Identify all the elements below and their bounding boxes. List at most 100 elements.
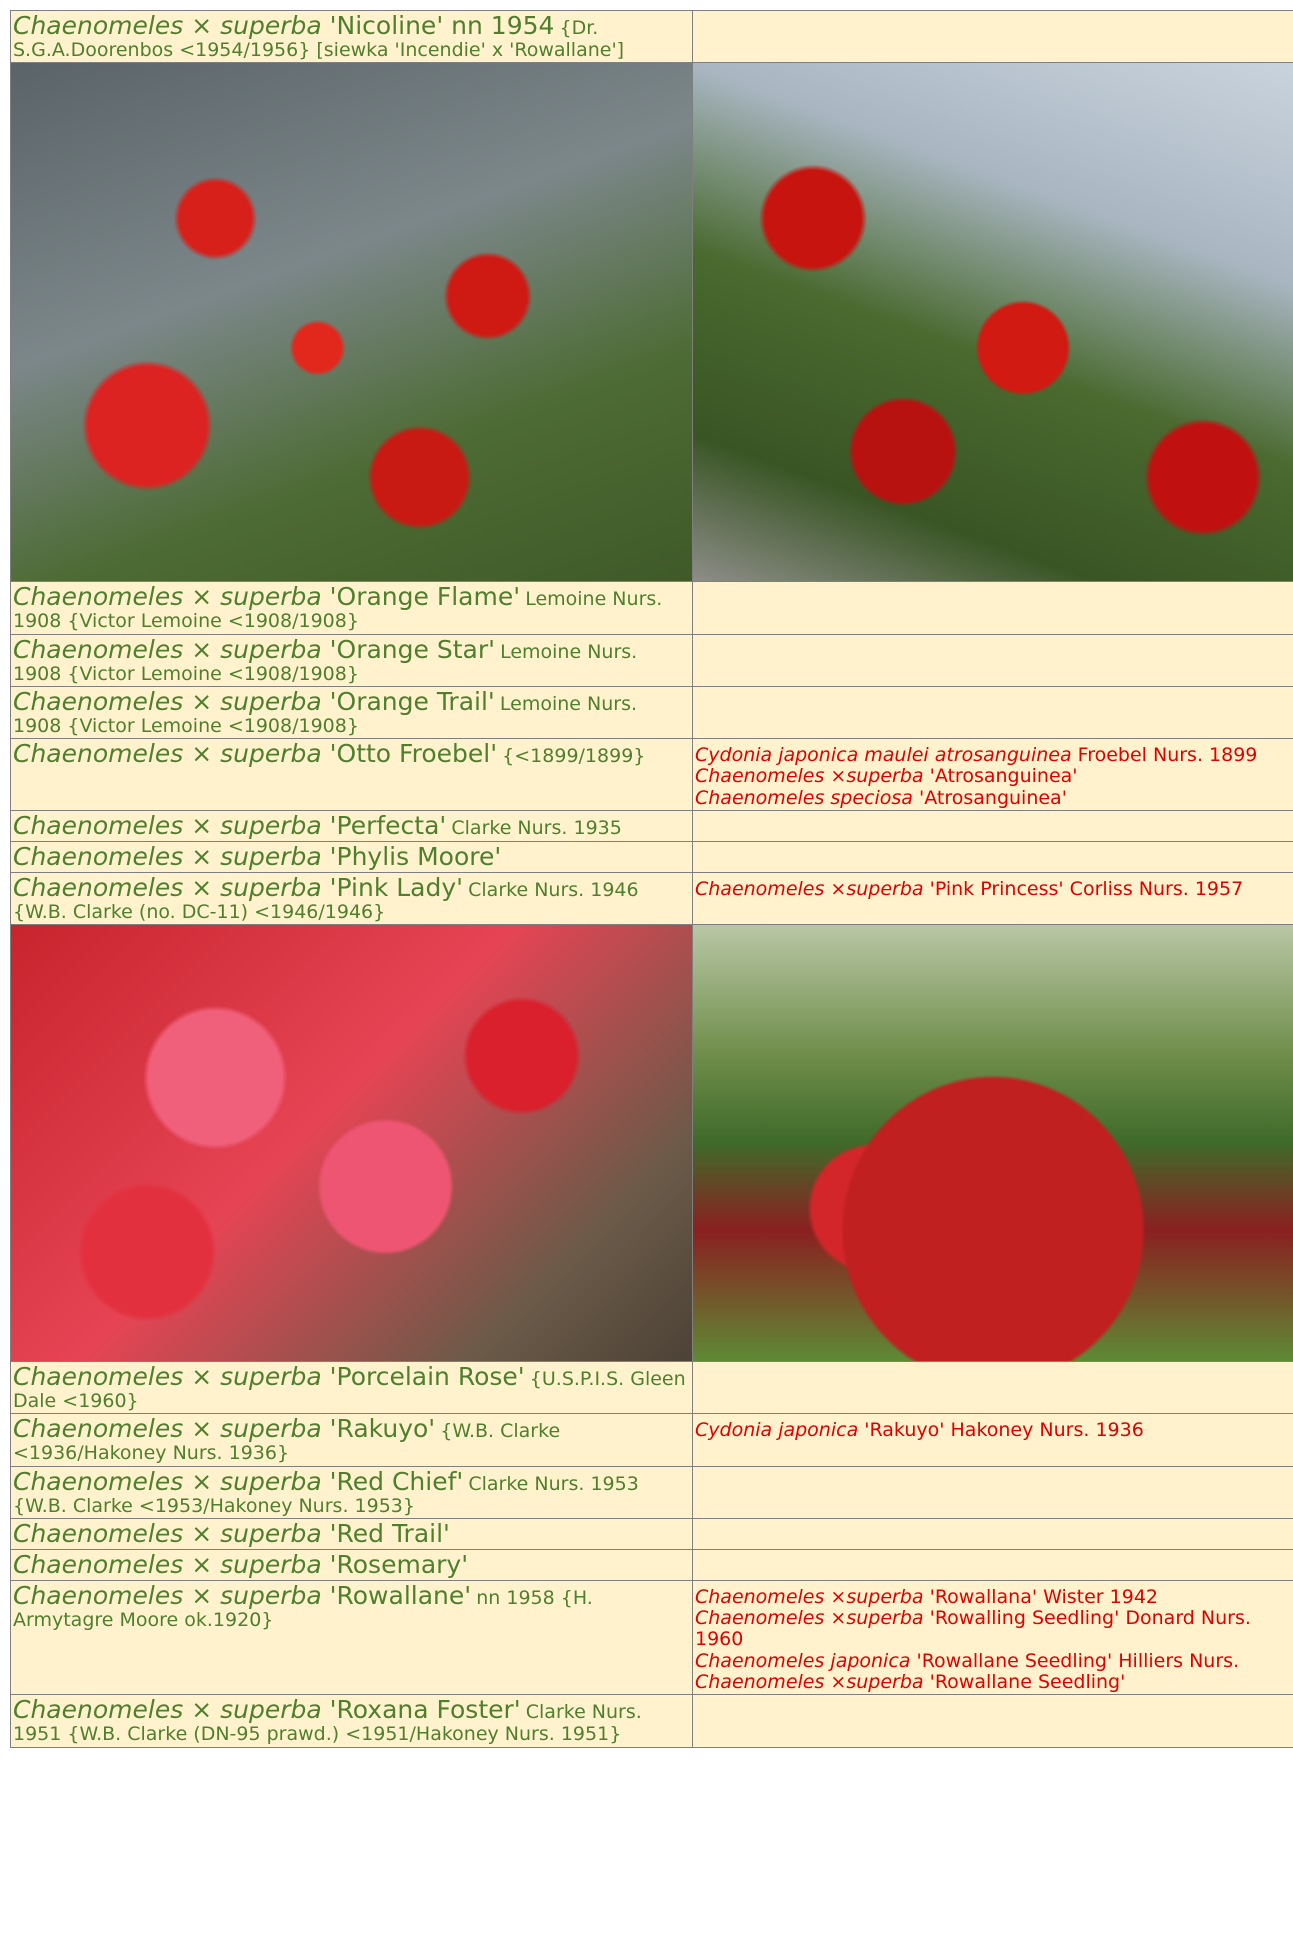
- synonym-taxon: Chaenomeles speciosa: [695, 786, 913, 809]
- synonym: Chaenomeles ×superba 'Pink Princess' Cor…: [695, 877, 1289, 900]
- species: superba: [220, 1549, 322, 1579]
- species: superba: [220, 841, 322, 871]
- origin: Lemoine Nurs. 1908 {Victor Lemoine <1908…: [13, 640, 638, 685]
- genus: Chaenomeles: [13, 1362, 184, 1392]
- cross: ×: [191, 634, 213, 664]
- name: Chaenomeles × superba 'Orange Flame': [13, 582, 520, 611]
- name: Chaenomeles × superba 'Orange Star': [13, 635, 495, 664]
- cross: ×: [191, 1362, 213, 1392]
- origin: {<1899/1899}: [502, 745, 646, 768]
- row: Chaenomeles × superba 'Roxana Foster' Cl…: [10, 1694, 1293, 1748]
- synonym-taxon: Cydonia japonica: [695, 1419, 859, 1442]
- synonym-name: 'Rowallane Seedling': [929, 1670, 1126, 1693]
- synonym: Cydonia japonica maulei atrosanguinea Fr…: [695, 744, 1289, 767]
- cultivar: 'Red Chief': [329, 1466, 464, 1496]
- cultivar: 'Red Trail': [329, 1518, 450, 1548]
- year: nn 1954: [451, 11, 555, 40]
- name-cell: Chaenomeles × superba 'Rosemary': [10, 1548, 693, 1581]
- cross: ×: [191, 11, 213, 40]
- origin: Lemoine Nurs. 1908 {Victor Lemoine <1908…: [13, 692, 638, 737]
- synonym-taxon: Chaenomeles ×superba: [695, 1670, 924, 1693]
- photo-cell: [692, 62, 1293, 583]
- cultivar: 'Porcelain Rose': [329, 1362, 525, 1392]
- cross: ×: [191, 841, 213, 871]
- row: Chaenomeles × superba 'Porcelain Rose' {…: [10, 1361, 1293, 1415]
- name: Chaenomeles × superba 'Rakuyo': [13, 1414, 435, 1443]
- cultivar: 'Orange Flame': [329, 582, 521, 612]
- row: Chaenomeles × superba 'Phylis Moore': [10, 840, 1293, 873]
- photo-row: [10, 62, 1293, 583]
- synonym-name: 'Atrosanguinea': [929, 765, 1078, 788]
- cross: ×: [191, 1518, 213, 1548]
- origin: {W.B. Clarke <1936/Hakoney Nurs. 1936}: [13, 1420, 561, 1465]
- row: Chaenomeles × superba 'Rakuyo' {W.B. Cla…: [10, 1413, 1293, 1467]
- genus: Chaenomeles: [13, 872, 184, 902]
- cross: ×: [191, 1466, 213, 1496]
- name-cell: Chaenomeles × superba 'Rakuyo' {W.B. Cla…: [10, 1413, 693, 1467]
- name-cell: Chaenomeles × superba 'Rowallane' nn 195…: [10, 1579, 693, 1696]
- name: Chaenomeles × superba 'Rowallane': [13, 1581, 471, 1610]
- synonym-taxon: Cydonia japonica maulei atrosanguinea: [695, 744, 1072, 767]
- synonym-name: 'Rakuyo' Hakoney Nurs. 1936: [864, 1419, 1144, 1442]
- synonym-cell: [692, 9, 1293, 64]
- name: Chaenomeles × superba 'Orange Trail': [13, 687, 495, 716]
- cross: ×: [191, 1695, 213, 1725]
- genus: Chaenomeles: [13, 1414, 184, 1444]
- synonym-cell: [692, 1517, 1293, 1550]
- row: Chaenomeles × superba 'Rosemary': [10, 1548, 1293, 1581]
- genus: Chaenomeles: [13, 11, 184, 40]
- photo-row: [10, 924, 1293, 1363]
- cultivar: 'Rakuyo': [329, 1414, 436, 1444]
- name: Chaenomeles × superba 'Otto Froebel': [13, 739, 497, 768]
- synonym-cell: [692, 1694, 1293, 1748]
- genus: Chaenomeles: [13, 1518, 184, 1548]
- synonym-name: 'Atrosanguinea': [919, 786, 1067, 809]
- photo: [693, 63, 1293, 582]
- species: superba: [220, 686, 322, 716]
- cultivar: 'Orange Star': [329, 634, 495, 664]
- genus: Chaenomeles: [13, 841, 184, 871]
- row: Chaenomeles × superba 'Orange Flame' Lem…: [10, 581, 1293, 635]
- synonym-taxon: Chaenomeles ×superba: [695, 877, 924, 900]
- synonym-taxon: Chaenomeles ×superba: [695, 1607, 924, 1630]
- name-cell: Chaenomeles × superba 'Phylis Moore': [10, 840, 693, 873]
- row: Chaenomeles × superba 'Orange Star' Lemo…: [10, 633, 1293, 687]
- species: superba: [220, 1466, 322, 1496]
- synonym-cell: [692, 809, 1293, 842]
- synonym: Cydonia japonica 'Rakuyo' Hakoney Nurs. …: [695, 1420, 1289, 1441]
- name-cell: Chaenomeles × superba 'Otto Froebel' {<1…: [10, 738, 693, 811]
- species: superba: [220, 1362, 322, 1392]
- genus: Chaenomeles: [13, 686, 184, 716]
- row: Chaenomeles × superba 'Pink Lady' Clarke…: [10, 871, 1293, 926]
- name: Chaenomeles × superba 'Nicoline' nn 1954: [13, 11, 554, 40]
- row: Chaenomeles × superba 'Rowallane' nn 195…: [10, 1579, 1293, 1696]
- origin: Clarke Nurs. 1953 {W.B. Clarke <1953/Hak…: [13, 1472, 639, 1517]
- synonym-name: 'Rowallane Seedling' Hilliers Nurs.: [916, 1649, 1240, 1672]
- cross: ×: [191, 739, 213, 769]
- synonym: Chaenomeles speciosa 'Atrosanguinea': [695, 786, 1289, 809]
- species: superba: [220, 739, 322, 769]
- synonym: Chaenomeles ×superba 'Atrosanguinea': [695, 766, 1289, 787]
- synonym-cell: Cydonia japonica 'Rakuyo' Hakoney Nurs. …: [692, 1413, 1293, 1467]
- synonym: Chaenomeles ×superba 'Rowallane Seedling…: [695, 1670, 1289, 1693]
- name: Chaenomeles × superba 'Red Chief': [13, 1467, 463, 1496]
- synonym: Chaenomeles japonica 'Rowallane Seedling…: [695, 1649, 1289, 1672]
- cross: ×: [191, 582, 213, 612]
- genus: Chaenomeles: [13, 810, 184, 840]
- synonym-cell: [692, 1361, 1293, 1415]
- synonym-cell: [692, 1548, 1293, 1581]
- origin: Lemoine Nurs. 1908 {Victor Lemoine <1908…: [13, 588, 663, 633]
- genus: Chaenomeles: [13, 1549, 184, 1579]
- photo: [693, 925, 1293, 1362]
- cross: ×: [191, 810, 213, 840]
- genus: Chaenomeles: [13, 739, 184, 769]
- cultivar: 'Rosemary': [329, 1549, 469, 1579]
- synonym-taxon: Chaenomeles japonica: [695, 1649, 911, 1672]
- genus: Chaenomeles: [13, 634, 184, 664]
- row: Chaenomeles × superba 'Red Chief' Clarke…: [10, 1465, 1293, 1519]
- row: Chaenomeles × superba 'Otto Froebel' {<1…: [10, 738, 1293, 811]
- cross: ×: [191, 686, 213, 716]
- synonym-cell: Chaenomeles ×superba 'Pink Princess' Cor…: [692, 871, 1293, 926]
- synonym-cell: [692, 685, 1293, 740]
